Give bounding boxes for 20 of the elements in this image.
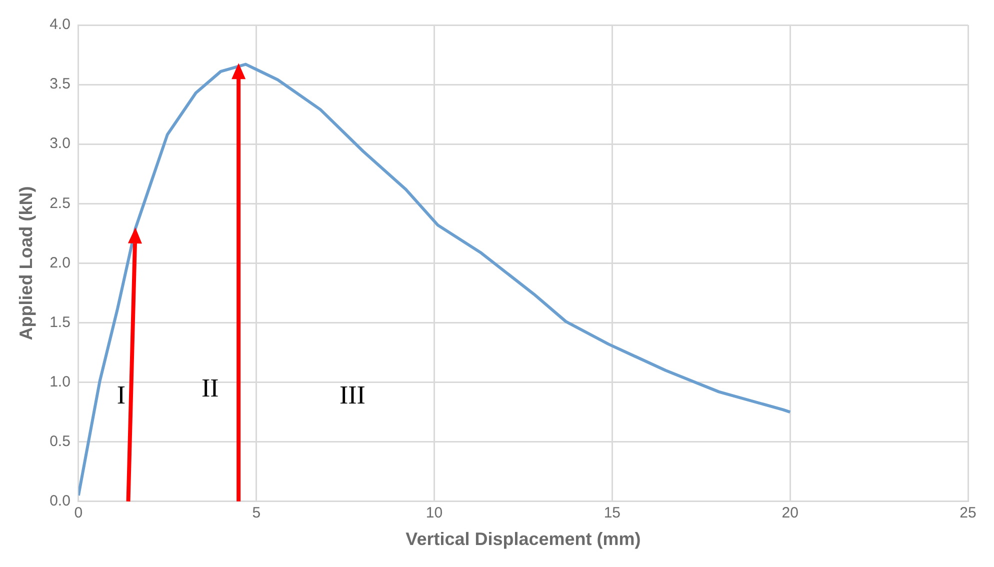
- y-tick-label: 0.5: [50, 432, 70, 450]
- y-tick-label: 2.5: [50, 194, 70, 212]
- y-tick-label: 1.0: [50, 373, 70, 390]
- annotation: III: [339, 380, 366, 410]
- x-tick-label: 10: [426, 504, 443, 522]
- y-tick-label: 3.5: [50, 76, 70, 93]
- y-tick-label: 3.0: [50, 135, 70, 152]
- x-axis-title: Vertical Displacement (mm): [406, 529, 641, 550]
- y-tick-label: 1.5: [50, 314, 70, 331]
- y-tick-label: 0.0: [50, 492, 70, 510]
- annotation: I: [116, 380, 126, 410]
- y-tick-label: 2.0: [50, 254, 70, 272]
- x-tick-label: 20: [782, 504, 798, 522]
- x-tick-label: 0: [74, 504, 83, 522]
- x-tick-label: 25: [960, 504, 976, 522]
- y-axis-title: Applied Load (kN): [16, 186, 36, 340]
- x-tick-label: 15: [604, 504, 621, 522]
- y-tick-label: 4.0: [50, 16, 70, 34]
- x-tick-label: 5: [252, 504, 261, 522]
- annotation: II: [201, 373, 219, 402]
